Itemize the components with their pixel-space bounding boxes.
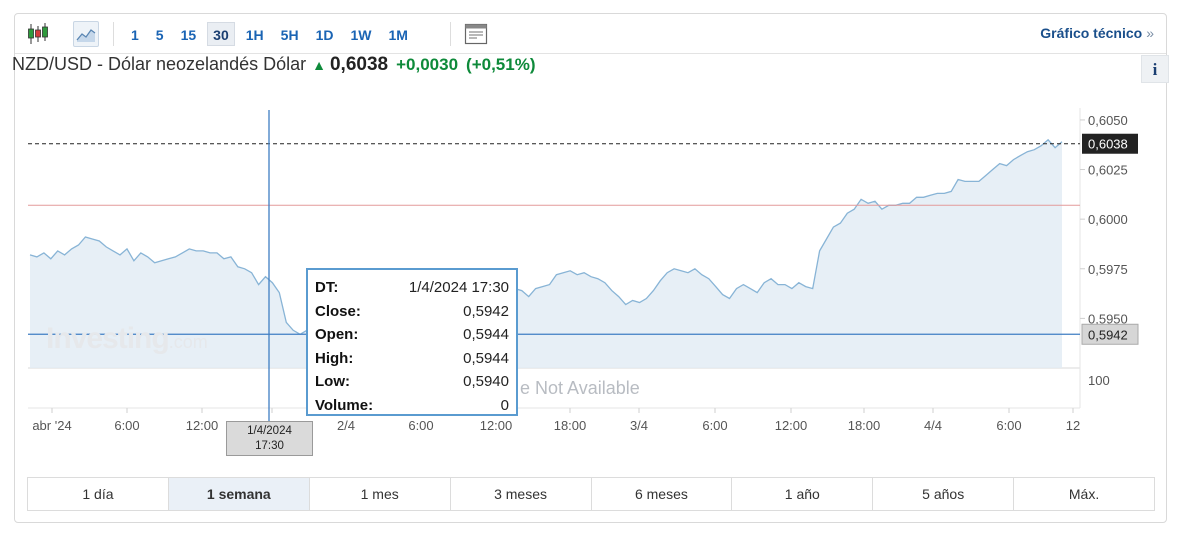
tooltip-key: Open:	[315, 326, 359, 343]
price-area	[30, 139, 1062, 368]
tooltip-value: 0,5944	[463, 326, 509, 343]
interval-1d[interactable]: 1D	[315, 27, 334, 43]
toolbar-separator	[113, 22, 114, 46]
double-chevron-icon: »	[1146, 25, 1154, 41]
x-tick-label: abr '24	[32, 418, 71, 433]
instrument-name: NZD/USD - Dólar neozelandés Dólar	[12, 54, 307, 74]
candlestick-icon[interactable]	[25, 21, 51, 47]
x-tick-label: 3/4	[630, 418, 648, 433]
y-axis: 0,6050 0,6025 0,6000 0,5975 0,5950 100 0,6038 0…	[1080, 113, 1139, 388]
price-chart[interactable]: 0,6050 0,6025 0,6000 0,5975 0,5950 100 0,6038 0…	[0, 0, 1183, 470]
x-tick-label: 18:00	[554, 418, 587, 433]
tooltip-key: Low:	[315, 373, 350, 390]
tooltip-value: 0,5940	[463, 373, 509, 390]
tooltip-value: 1/4/2024 17:30	[408, 279, 509, 296]
tooltip-row: High: 0,5944	[315, 347, 509, 371]
up-arrow-icon: ▲	[312, 57, 326, 73]
layout-icon[interactable]	[463, 21, 489, 47]
watermark-brand: Investing	[46, 322, 170, 355]
x-tick-label: 12	[1066, 418, 1080, 433]
instrument-price: 0,6038	[329, 54, 389, 75]
tooltip-row: Close: 0,5942	[315, 300, 509, 324]
range-selector: 1 día 1 semana 1 mes 3 meses 6 meses 1 año 5 a…	[27, 477, 1155, 511]
range-button[interactable]: 1 mes	[310, 478, 451, 510]
interval-1m[interactable]: 1M	[388, 27, 408, 43]
tooltip-value: 0,5944	[463, 349, 509, 367]
x-tick-label: 2/4	[337, 418, 355, 433]
interval-1w[interactable]: 1W	[350, 27, 372, 43]
area-chart-icon[interactable]	[73, 21, 99, 47]
tooltip-value: 0,5942	[463, 302, 509, 320]
range-button[interactable]: 3 meses	[451, 478, 592, 510]
tooltip-key: High:	[315, 349, 354, 367]
crosshair-time-flag: 1/4/2024 17:30	[226, 421, 313, 456]
x-tick-label: 12:00	[775, 418, 808, 433]
tooltip-value: 0	[500, 396, 509, 414]
chart-overlays	[28, 110, 1080, 422]
x-tick-label: 12:00	[480, 418, 513, 433]
x-tick-label: 18:00	[848, 418, 881, 433]
range-button[interactable]: 1 año	[732, 478, 874, 510]
interval-5h[interactable]: 5H	[280, 27, 299, 43]
instrument-header: NZD/USD - Dólar neozelandés Dólar ▲ 0,6038…	[12, 54, 543, 76]
range-button[interactable]: 5 años	[873, 478, 1015, 510]
technical-chart-label: Gráfico técnico	[1040, 25, 1143, 41]
x-tick-label: 6:00	[114, 418, 139, 433]
price-change: +0,0030	[396, 55, 459, 74]
interval-15[interactable]: 15	[180, 27, 197, 43]
range-button[interactable]: 1 día	[28, 478, 169, 510]
y-tick-label: 0,6050	[1088, 113, 1128, 128]
crosshair-date: 1/4/2024	[247, 425, 292, 437]
y-tick-label: 0,6025	[1088, 163, 1128, 178]
investing-watermark: Investing.com	[46, 322, 208, 356]
price-change-percent: (+0,51%)	[466, 55, 536, 74]
range-button[interactable]: 1 semana	[168, 478, 310, 510]
crosshair-price-badge	[1081, 323, 1139, 345]
toolbar-separator	[450, 22, 451, 46]
technical-chart-link[interactable]: Gráfico técnico»	[1040, 25, 1154, 41]
range-button[interactable]: 6 meses	[592, 478, 733, 510]
interval-30[interactable]: 30	[207, 22, 235, 46]
last-price-badge	[1082, 133, 1138, 154]
tooltip-row: Low: 0,5940	[315, 370, 509, 394]
interval-1[interactable]: 1	[131, 27, 139, 43]
range-button[interactable]: Máx.	[1068, 486, 1100, 502]
x-tick-label: 6:00	[996, 418, 1021, 433]
crosshair-time: 17:30	[255, 440, 284, 452]
watermark-suffix: .com	[168, 332, 208, 352]
tooltip-row: Open: 0,5944	[315, 323, 509, 347]
volume-unavailable-message: e Not Available	[520, 378, 640, 398]
tooltip-key: Close:	[315, 302, 361, 320]
info-button[interactable]: i	[1141, 55, 1169, 83]
crosshair-price-label: 0,5942	[1088, 327, 1128, 342]
x-tick-label: 4/4	[924, 418, 942, 433]
tooltip-key: DT:	[315, 279, 339, 296]
y-tick-label: 0,6000	[1088, 212, 1128, 227]
data-tooltip: DT: 1/4/2024 17:30 Close: 0,5942 Open: 0,5944…	[306, 268, 518, 416]
y-tick-label: 0,5975	[1088, 262, 1128, 277]
volume-tick-label: 100	[1088, 373, 1110, 388]
tooltip-row: Volume: 0	[315, 394, 509, 418]
tooltip-key: Volume:	[315, 396, 374, 414]
x-tick-label: 12:00	[186, 418, 219, 433]
chart-toolbar: 1 5 15 30 1H 5H 1D 1W 1M Gráfico técnico»	[15, 14, 1166, 54]
interval-1h[interactable]: 1H	[245, 27, 264, 43]
last-price-label: 0,6038	[1088, 137, 1128, 152]
y-tick-label: 0,5950	[1088, 311, 1128, 326]
x-tick-label: 6:00	[702, 418, 727, 433]
x-axis: abr '24 6:00 12:00 18:00 2/4 6:00 12:00 18:00 3/…	[32, 408, 1080, 433]
interval-selector: 1 5 15 30 1H 5H 1D 1W 1M	[125, 22, 419, 46]
x-tick-label: 6:00	[408, 418, 433, 433]
interval-5[interactable]: 5	[155, 27, 164, 43]
tooltip-row: DT: 1/4/2024 17:30	[315, 276, 509, 300]
